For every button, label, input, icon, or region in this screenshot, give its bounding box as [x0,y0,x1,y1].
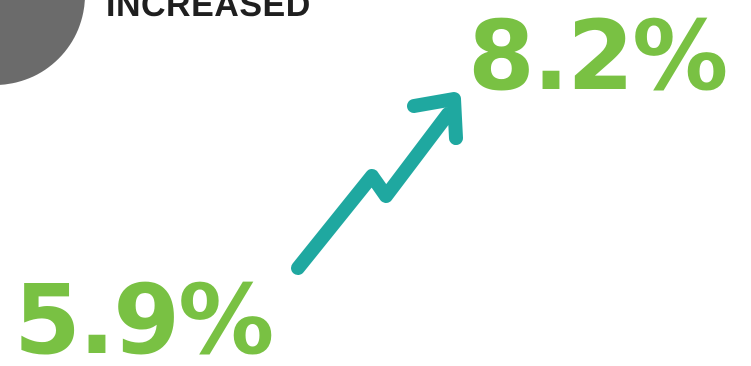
decorative-circle [0,0,85,85]
heading-increased: INCREASED [106,0,311,24]
new-value: 8.2% [468,0,728,112]
old-value: 5.9% [14,264,274,366]
